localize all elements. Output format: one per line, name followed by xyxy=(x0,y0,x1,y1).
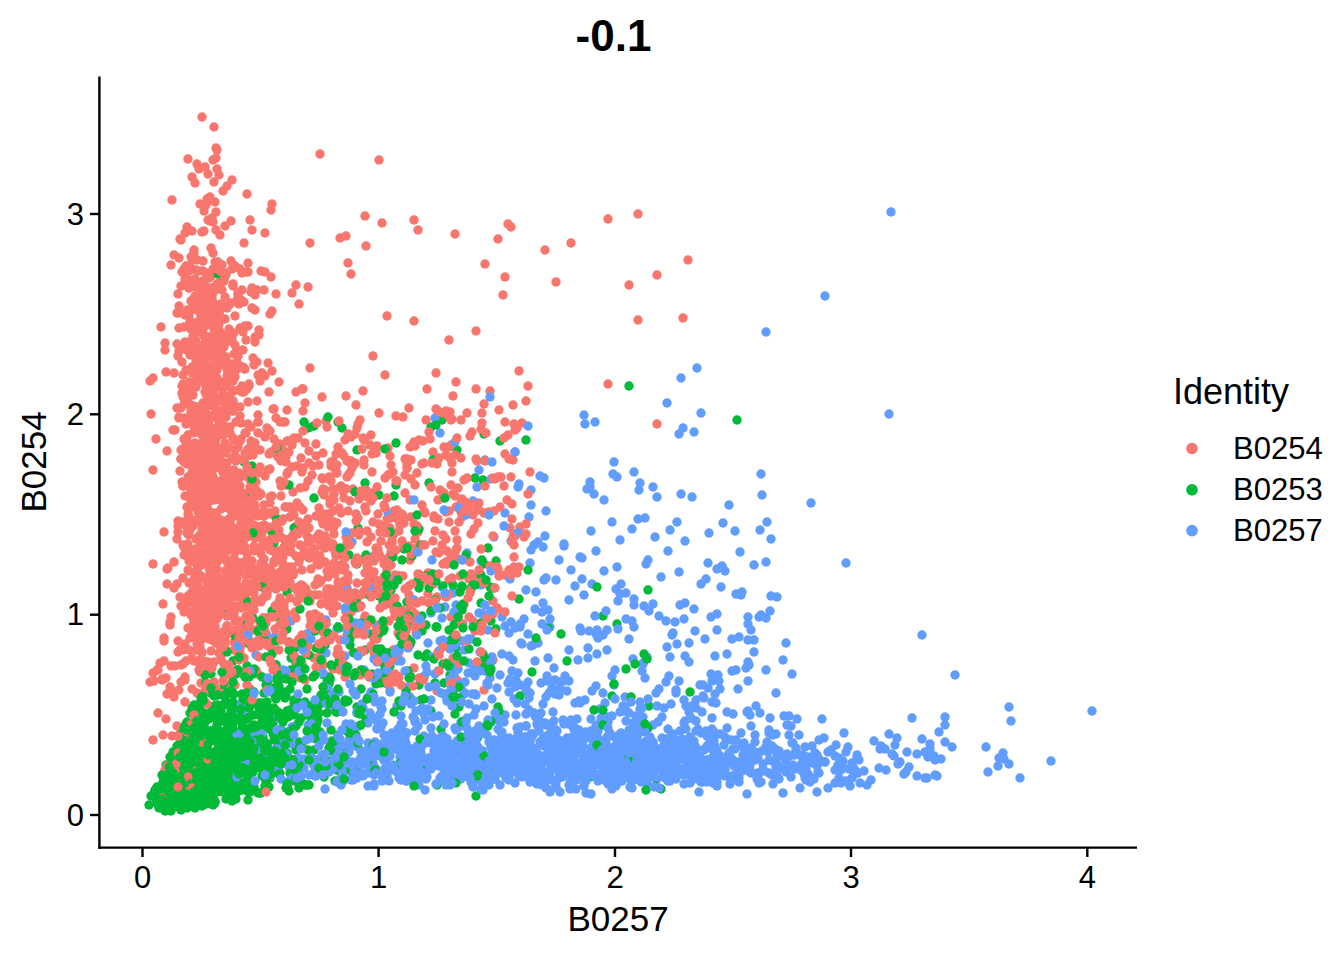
svg-text:4: 4 xyxy=(1079,860,1096,895)
svg-text:0: 0 xyxy=(134,860,151,895)
svg-text:B0257: B0257 xyxy=(567,899,668,938)
svg-text:2: 2 xyxy=(67,397,84,432)
svg-text:1: 1 xyxy=(67,597,84,632)
svg-text:3: 3 xyxy=(67,197,84,232)
svg-text:B0254: B0254 xyxy=(1233,431,1323,466)
svg-text:1: 1 xyxy=(370,860,387,895)
svg-text:Identity: Identity xyxy=(1173,371,1289,412)
svg-text:2: 2 xyxy=(606,860,623,895)
svg-text:B0254: B0254 xyxy=(14,411,53,512)
svg-text:3: 3 xyxy=(842,860,859,895)
svg-text:0: 0 xyxy=(67,798,84,833)
svg-text:B0257: B0257 xyxy=(1233,513,1323,548)
svg-text:-0.1: -0.1 xyxy=(576,11,652,60)
svg-text:B0253: B0253 xyxy=(1233,472,1323,507)
